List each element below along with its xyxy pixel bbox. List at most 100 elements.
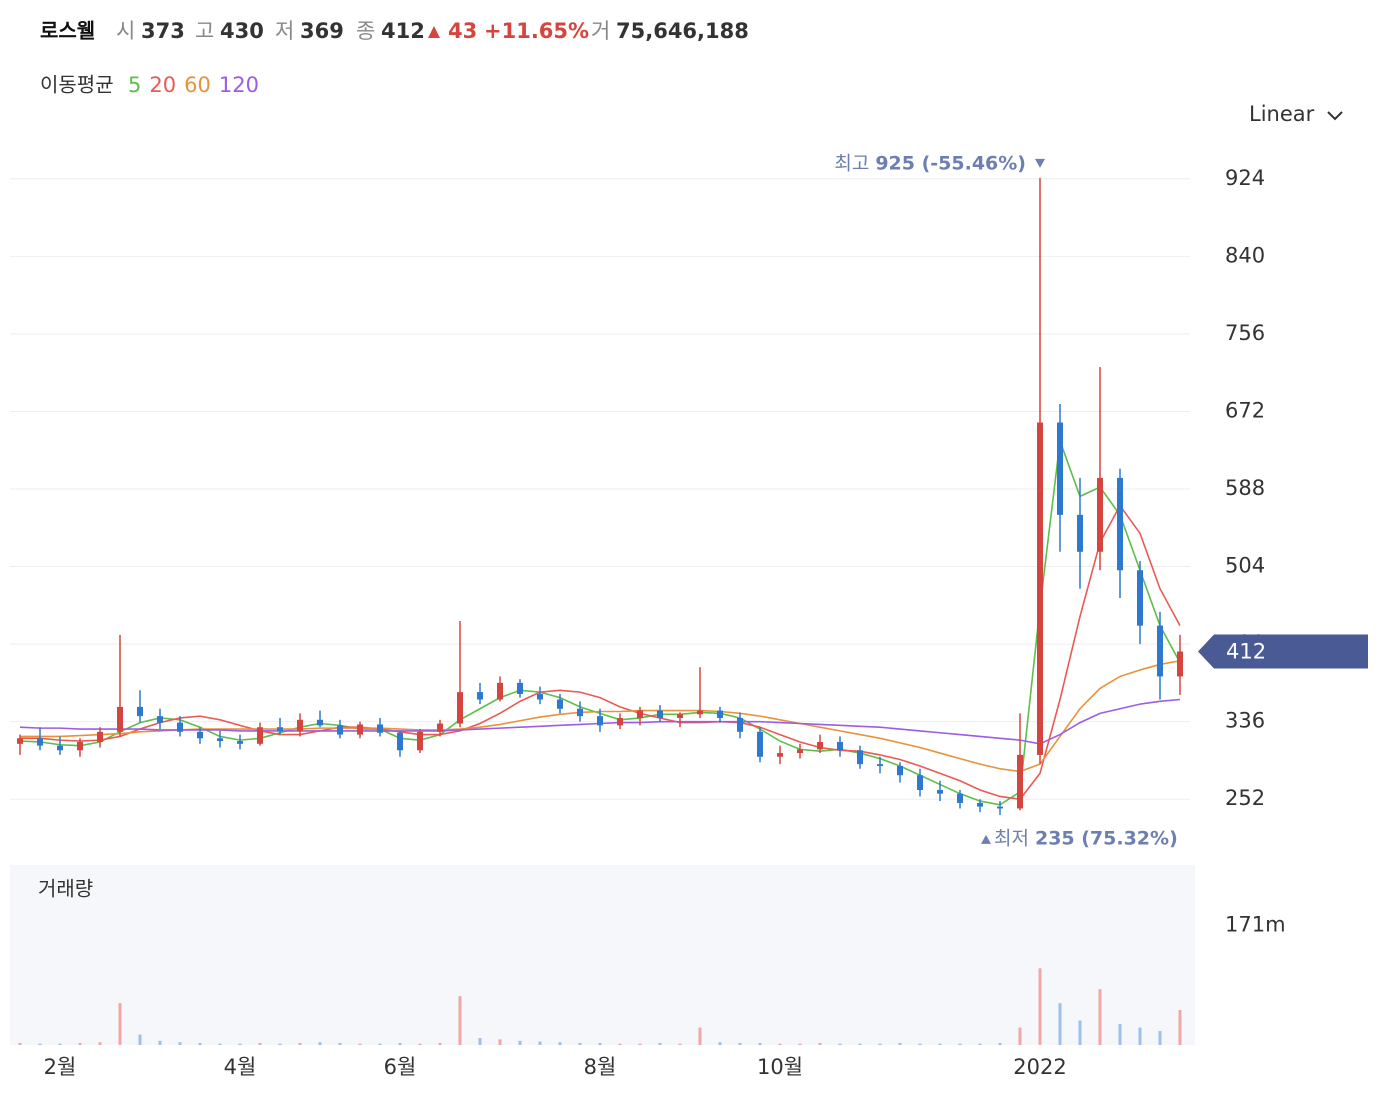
- candle-body: [37, 738, 43, 746]
- volume-bar: [938, 1043, 942, 1045]
- volume-bar: [1038, 968, 1042, 1045]
- candle-body: [1177, 651, 1183, 677]
- volume-bar: [38, 1043, 42, 1045]
- volume-bar: [458, 996, 462, 1045]
- candle-body: [997, 806, 1003, 809]
- candle-body: [857, 750, 863, 765]
- candle-body: [317, 719, 323, 726]
- volume-bar: [738, 1042, 742, 1045]
- volume-bar: [438, 1042, 442, 1045]
- x-tick-label: 2022: [1013, 1055, 1066, 1079]
- candle-body: [197, 731, 203, 739]
- volume-bar: [1078, 1020, 1082, 1045]
- volume-bar: [358, 1043, 362, 1045]
- volume-bar: [1118, 1024, 1122, 1045]
- volume-bar: [898, 1042, 902, 1045]
- candle-body: [1017, 754, 1023, 809]
- volume-bar: [258, 1042, 262, 1045]
- candle-body: [817, 741, 823, 750]
- candle-body: [97, 731, 103, 742]
- y-tick-label: 252: [1225, 786, 1265, 810]
- y-tick-label: 840: [1225, 243, 1265, 267]
- candle-body: [157, 716, 163, 723]
- x-tick-label: 10월: [757, 1055, 803, 1079]
- close-label: 종: [356, 19, 375, 43]
- candle-body: [597, 716, 603, 726]
- x-tick-label: 6월: [384, 1055, 417, 1079]
- scale-mode[interactable]: Linear: [1249, 102, 1315, 126]
- candle-body: [257, 727, 263, 744]
- volume-bar: [138, 1034, 142, 1045]
- candle-body: [877, 764, 883, 766]
- candle-body: [977, 802, 983, 807]
- low-text: 235 (75.32%): [1035, 827, 1178, 849]
- high-value: 430: [220, 19, 264, 43]
- x-tick-label: 4월: [224, 1055, 257, 1079]
- low-value: 369: [300, 19, 344, 43]
- ma-label: 이동평균: [40, 73, 114, 97]
- volume-label: 거: [591, 19, 610, 43]
- high-marker: [1035, 158, 1045, 168]
- ma-legend: 5 20 60 120: [128, 73, 259, 97]
- candle-body: [437, 723, 443, 732]
- close-value: 412: [381, 19, 425, 43]
- volume-bar: [618, 1043, 622, 1045]
- candle-body: [117, 706, 123, 732]
- y-tick-label: 672: [1225, 398, 1265, 422]
- volume-bar: [998, 1042, 1002, 1045]
- volume-bar: [378, 1043, 382, 1045]
- volume-bar: [818, 1042, 822, 1045]
- price-tag-label: 412: [1226, 639, 1266, 663]
- volume-value: 75,646,188: [616, 19, 749, 43]
- candle-body: [417, 731, 423, 751]
- volume-bar: [218, 1043, 222, 1045]
- legend-entry: 20: [149, 73, 176, 97]
- candle-body: [677, 714, 683, 718]
- volume-bar: [58, 1043, 62, 1045]
- dropdown-arrow[interactable]: [1327, 111, 1343, 121]
- volume-bar: [778, 1043, 782, 1045]
- candle-body: [177, 722, 183, 732]
- y-tick-label: 924: [1225, 166, 1265, 190]
- volume-bar: [598, 1042, 602, 1045]
- scale-select[interactable]: Linear: [1249, 102, 1343, 126]
- candle-body: [1077, 514, 1083, 552]
- legend-entry: 120: [219, 73, 259, 97]
- candle-body: [477, 692, 483, 700]
- volume-bar: [878, 1043, 882, 1045]
- volume-bar: [758, 1042, 762, 1045]
- volume-bar: [118, 1003, 122, 1045]
- candle-body: [357, 724, 363, 735]
- up-arrow: [428, 26, 440, 38]
- candle-body: [797, 749, 803, 754]
- volume-bar: [498, 1039, 502, 1045]
- candle-body: [617, 717, 623, 726]
- candle-body: [757, 731, 763, 757]
- candle-body: [777, 753, 783, 757]
- volume-bar: [858, 1043, 862, 1045]
- volume-bar: [538, 1041, 542, 1045]
- candle-body: [577, 708, 583, 717]
- volume-bar: [198, 1042, 202, 1045]
- candle-body: [397, 732, 403, 751]
- volume-bar: [98, 1042, 102, 1045]
- candle-body: [337, 725, 343, 735]
- candle-body: [537, 693, 543, 700]
- change-pct: +11.65%: [484, 19, 589, 43]
- candle-body: [637, 710, 643, 718]
- candle-body: [837, 741, 843, 751]
- change-value: 43: [448, 19, 477, 43]
- candle-body: [657, 710, 663, 718]
- candle-body: [1037, 422, 1043, 755]
- volume-bar: [578, 1042, 582, 1045]
- candle-body: [917, 775, 923, 790]
- candle-body: [737, 717, 743, 732]
- candle-body: [457, 692, 463, 724]
- candle-body: [517, 682, 523, 694]
- volume-bar: [478, 1038, 482, 1045]
- ma-line: [19, 440, 1181, 806]
- volume-bar: [1158, 1031, 1162, 1045]
- y-tick-label: 588: [1225, 476, 1265, 500]
- volume-bar: [678, 1043, 682, 1045]
